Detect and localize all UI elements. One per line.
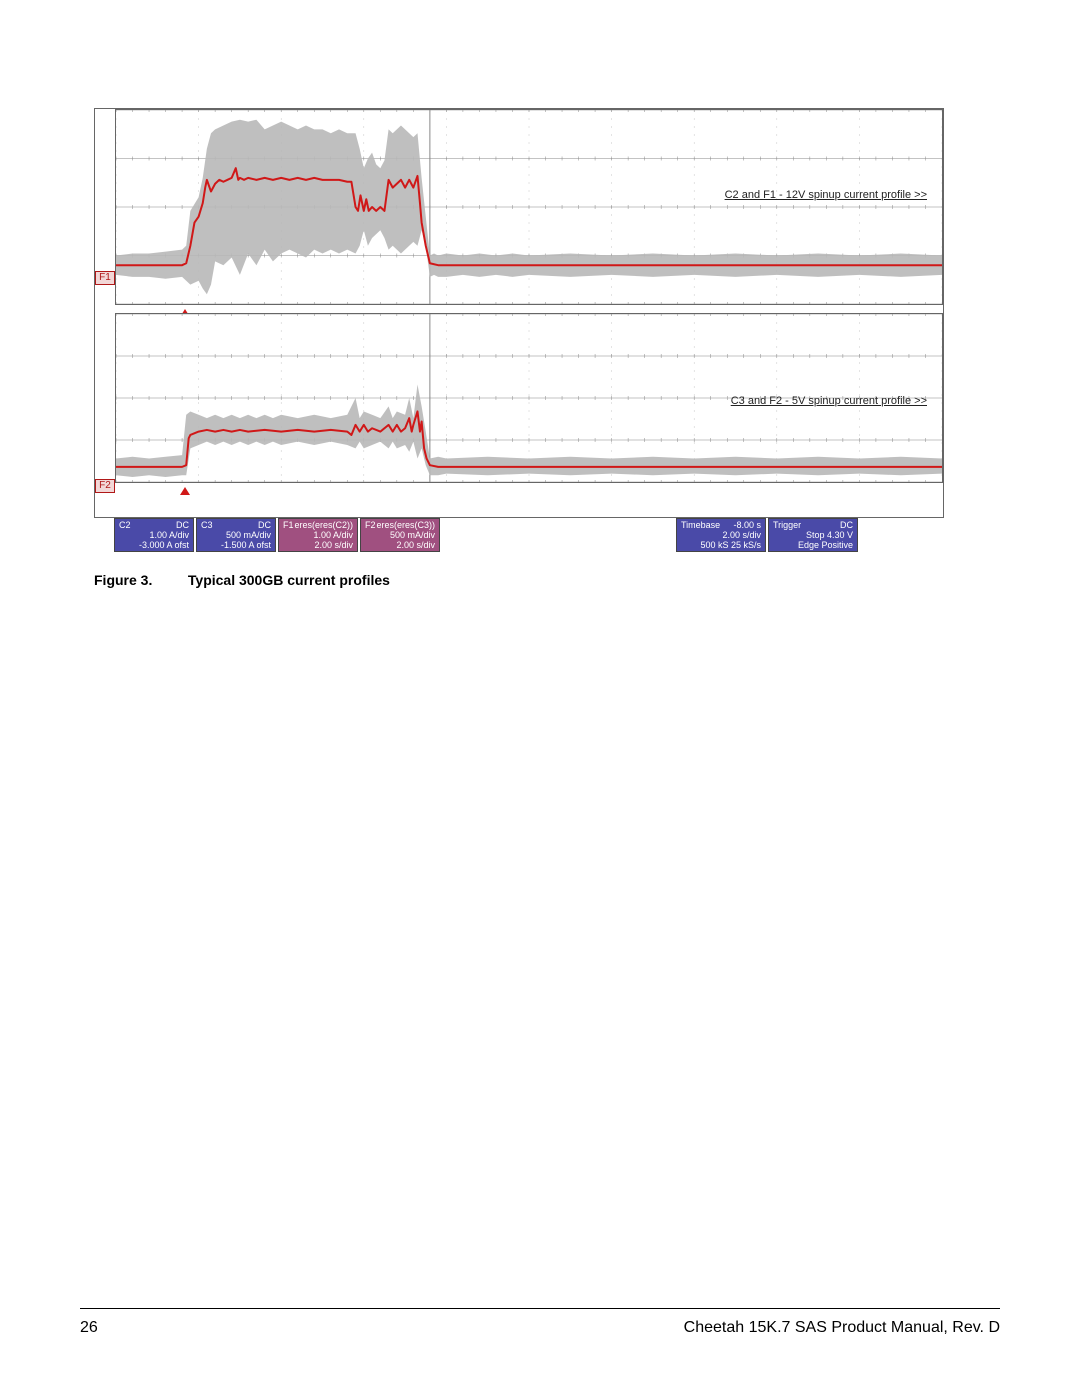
info-box-f1: F1eres(eres(C2))1.00 A/div2.00 s/div bbox=[278, 518, 358, 552]
info-box-c3: C3DC500 mA/div-1.500 A ofst bbox=[196, 518, 276, 552]
page-number: 26 bbox=[80, 1319, 98, 1337]
figure-caption: Figure 3. Typical 300GB current profiles bbox=[94, 572, 944, 588]
info-box-f2: F2eres(eres(C3))500 mA/div2.00 s/div bbox=[360, 518, 440, 552]
document-page: F1 C2 and F1 - 12V spinup current profile… bbox=[0, 0, 1080, 1397]
figure-title: Typical 300GB current profiles bbox=[188, 572, 390, 588]
scope-infobar: C2DC1.00 A/div-3.000 A ofstC3DC500 mA/di… bbox=[114, 518, 942, 552]
info-box-tb: Timebase-8.00 s2.00 s/div500 kS 25 kS/s bbox=[676, 518, 766, 552]
figure-3: F1 C2 and F1 - 12V spinup current profile… bbox=[94, 108, 944, 588]
channel-label-f2: F2 bbox=[95, 479, 115, 493]
trigger-marker-icon bbox=[180, 487, 190, 495]
document-title: Cheetah 15K.7 SAS Product Manual, Rev. D bbox=[684, 1319, 1000, 1337]
scope-panel-top bbox=[115, 109, 943, 305]
figure-number: Figure 3. bbox=[94, 572, 184, 588]
panel-annotation-top: C2 and F1 - 12V spinup current profile >… bbox=[725, 189, 927, 201]
channel-label-f1: F1 bbox=[95, 271, 115, 285]
page-footer: 26 Cheetah 15K.7 SAS Product Manual, Rev… bbox=[80, 1308, 1000, 1337]
info-box-c2: C2DC1.00 A/div-3.000 A ofst bbox=[114, 518, 194, 552]
panel-annotation-bottom: C3 and F2 - 5V spinup current profile >> bbox=[731, 395, 927, 407]
oscilloscope-capture: F1 C2 and F1 - 12V spinup current profile… bbox=[94, 108, 944, 518]
info-box-trg: TriggerDCStop 4.30 VEdge Positive bbox=[768, 518, 858, 552]
